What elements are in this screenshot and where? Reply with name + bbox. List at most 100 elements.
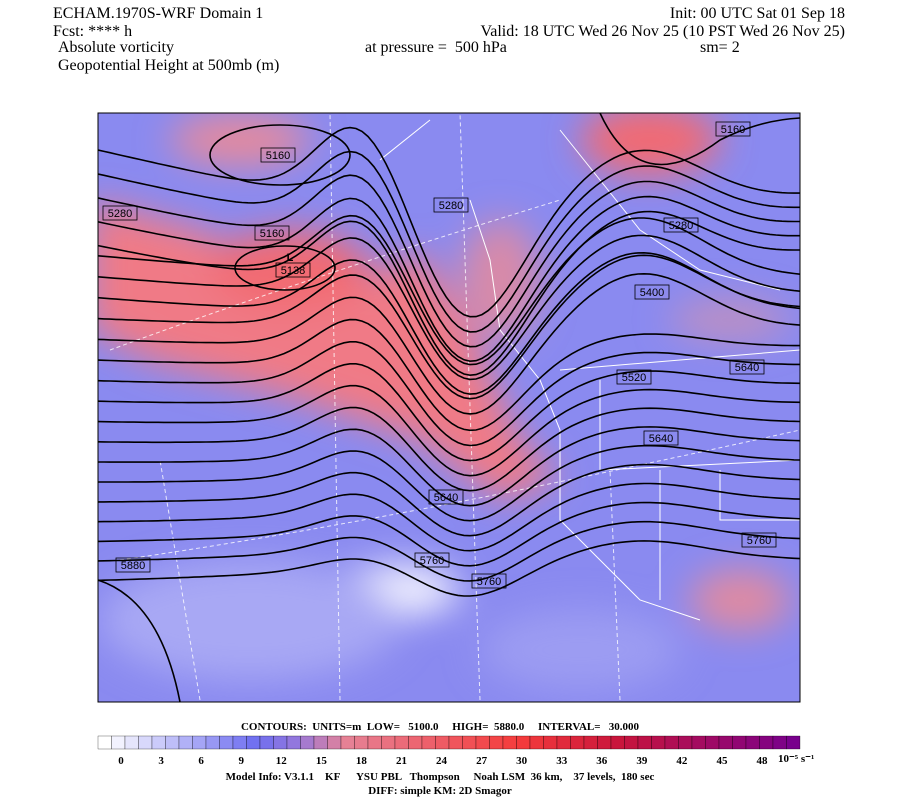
colorbar-swatch (192, 735, 207, 750)
colorbar-swatch (772, 735, 787, 750)
contour-label: 5880 (115, 557, 151, 573)
valid-time: Valid: 18 UTC Wed 26 Nov 25 (10 PST Wed … (480, 23, 845, 40)
contour-line (98, 520, 800, 582)
contour-label-text: 5520 (622, 372, 646, 384)
colorbar-tick-label: 0 (118, 755, 124, 767)
colorbar-tick-label: 48 (757, 755, 769, 767)
contour-line (98, 272, 800, 415)
label-box (663, 217, 699, 233)
colorbar-swatch (165, 735, 180, 750)
pressure: at pressure = 500 hPa (365, 39, 507, 56)
colorbar-tick-label: 24 (436, 755, 448, 767)
colorbar-tick-label: 36 (596, 755, 608, 767)
contour-line (98, 444, 800, 522)
colorbar-tick-label: 9 (238, 755, 244, 767)
contour-line (98, 214, 800, 366)
label-box (634, 284, 670, 300)
contour-label-text: 5760 (747, 535, 771, 547)
colorbar-swatch (475, 735, 490, 750)
colorbar-tick-label: 39 (636, 755, 648, 767)
contour-label: 5640 (428, 489, 464, 505)
label-box (254, 225, 290, 241)
colorbar-swatch (286, 735, 301, 750)
colorbar-swatch (637, 735, 652, 750)
colorbar-swatch (583, 735, 598, 750)
contour-label-text: 5138 (281, 265, 305, 277)
contour-label: 5640 (729, 359, 765, 375)
contour-line (98, 126, 800, 318)
colorbar-swatch (691, 735, 706, 750)
contour-line (98, 406, 800, 492)
colorbar-swatch (435, 735, 450, 750)
label-box (275, 262, 311, 278)
contour-line (98, 463, 800, 537)
colorbar-swatch (111, 735, 126, 750)
label-box (715, 121, 751, 137)
colorbar-swatch (651, 735, 666, 750)
colorbar-tick-label: 12 (276, 755, 288, 767)
colorbar-swatch (178, 735, 193, 750)
map-frame (97, 112, 801, 703)
contour-info: CONTOURS: UNITS=m LOW= 5100.0 HIGH= 5880… (241, 721, 640, 733)
contour-line (98, 251, 800, 395)
graticule (109, 113, 800, 701)
contour-label: 5760 (471, 573, 507, 589)
colorbar-swatch (313, 735, 328, 750)
diff-info: DIFF: simple KM: 2D Smagor (368, 785, 512, 797)
colorbar-swatch (259, 735, 274, 750)
contour-label: 5160 (260, 147, 296, 163)
contour-label-text: 5280 (439, 200, 463, 212)
contour-label: 5280 (433, 197, 469, 213)
colorbar-swatch (327, 735, 342, 750)
contour-label-text: 5160 (266, 150, 290, 162)
colorbar-units: 10⁻⁵ s⁻¹ (778, 753, 814, 765)
colorbar-swatch (246, 735, 261, 750)
label-box (643, 430, 679, 446)
colorbar-tick-label: 21 (396, 755, 407, 767)
colorbar-swatch (529, 735, 544, 750)
colorbar-swatch (448, 735, 463, 750)
contour-line (98, 579, 181, 702)
colorbar-swatch (367, 735, 382, 750)
colorbar-swatch (462, 735, 477, 750)
label-box (433, 197, 469, 213)
contour-label: 5160 (715, 121, 751, 137)
label-box (102, 205, 138, 221)
contour-line (98, 174, 800, 348)
colorbar-swatch (381, 735, 396, 750)
label-box (741, 532, 777, 548)
colorbar-swatch (273, 735, 288, 750)
contour-label: 5400 (634, 284, 670, 300)
forecast: Fcst: **** h (53, 23, 132, 40)
contour-line (98, 210, 800, 377)
colorbar-swatch (732, 735, 747, 750)
label-box (471, 573, 507, 589)
colorbar-swatch (300, 735, 315, 750)
label-box (414, 552, 450, 568)
colorbar-swatch (570, 735, 585, 750)
colorbar-tick-label: 18 (356, 755, 368, 767)
label-box (260, 147, 296, 163)
contour-label-text: 5880 (121, 560, 145, 572)
contour-label-text: 5640 (735, 362, 759, 374)
colorbar-tick-label: 33 (556, 755, 568, 767)
contour-label-text: 5400 (640, 287, 664, 299)
low-marker: L (287, 252, 294, 264)
contour-line (98, 234, 800, 381)
contour-line (98, 482, 800, 552)
colorbar-swatch (597, 735, 612, 750)
colorbar-tick-label: 45 (716, 755, 728, 767)
boundaries (379, 119, 800, 621)
contour-line (234, 245, 336, 291)
height-contours (98, 113, 800, 702)
contour-label: 5520 (616, 369, 652, 385)
contour-label-text: 5160 (721, 124, 745, 136)
contour-line (98, 426, 800, 507)
label-box (616, 369, 652, 385)
colorbar-tick-label: 6 (198, 755, 204, 767)
colorbar-swatch (705, 735, 720, 750)
colorbar-swatch (678, 735, 693, 750)
colorbar-swatch (759, 735, 774, 750)
field-name: Absolute vorticity (58, 39, 174, 56)
